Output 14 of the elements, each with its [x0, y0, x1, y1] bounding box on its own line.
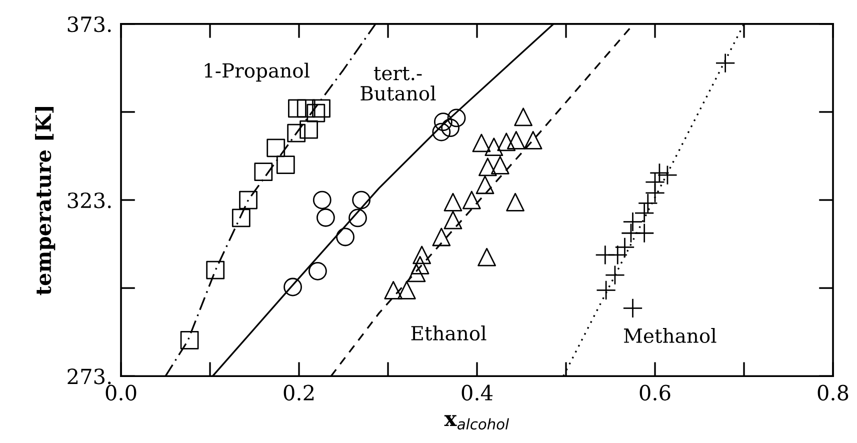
y-tick-label: 273. — [68, 368, 111, 384]
y-tick-label: 323. — [68, 192, 111, 208]
x-tick-label: 0.4 — [462, 384, 493, 401]
annotation: 1-Propanol — [204, 62, 310, 82]
x-tick-label: 0.6 — [640, 384, 670, 401]
annotation: Methanol — [624, 328, 716, 344]
annotation: tert.- Butanol — [360, 66, 436, 101]
x-axis-title: x$_{alcohol}$ — [444, 415, 509, 430]
x-tick-label: 0.0 — [106, 384, 136, 401]
x-tick-label: 0.8 — [818, 384, 848, 401]
x-tick-label: 0.2 — [284, 384, 314, 401]
y-tick-label: 373. — [68, 16, 111, 32]
y-axis-title: temperature [K] — [35, 106, 56, 296]
annotation: Ethanol — [411, 325, 486, 341]
